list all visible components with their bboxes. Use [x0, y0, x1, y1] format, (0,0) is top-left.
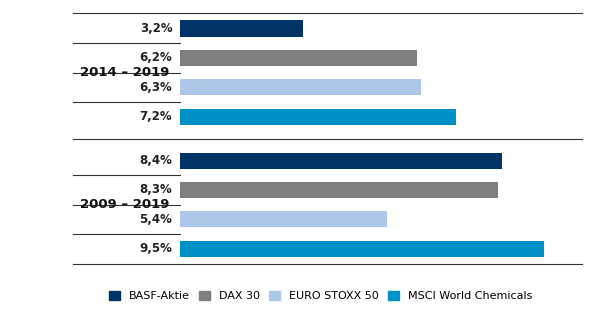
- Bar: [180, 108, 455, 125]
- Bar: [180, 50, 418, 66]
- Bar: [180, 182, 498, 198]
- Text: 6,3%: 6,3%: [140, 81, 172, 94]
- Bar: [180, 20, 302, 37]
- Legend: BASF-Aktie, DAX 30, EURO STOXX 50, MSCI World Chemicals: BASF-Aktie, DAX 30, EURO STOXX 50, MSCI …: [109, 291, 532, 301]
- Bar: [180, 211, 387, 227]
- Text: 2014 – 2019: 2014 – 2019: [80, 66, 170, 79]
- Bar: [180, 152, 502, 169]
- Text: 2009 – 2019: 2009 – 2019: [80, 198, 170, 211]
- Text: 5,4%: 5,4%: [139, 213, 172, 226]
- Text: 6,2%: 6,2%: [140, 51, 172, 64]
- Bar: [180, 241, 544, 257]
- Text: 7,2%: 7,2%: [140, 110, 172, 123]
- Text: 8,3%: 8,3%: [140, 183, 172, 197]
- Bar: [180, 79, 421, 95]
- Text: 8,4%: 8,4%: [139, 154, 172, 167]
- Text: 3,2%: 3,2%: [140, 22, 172, 35]
- Text: 9,5%: 9,5%: [139, 242, 172, 255]
